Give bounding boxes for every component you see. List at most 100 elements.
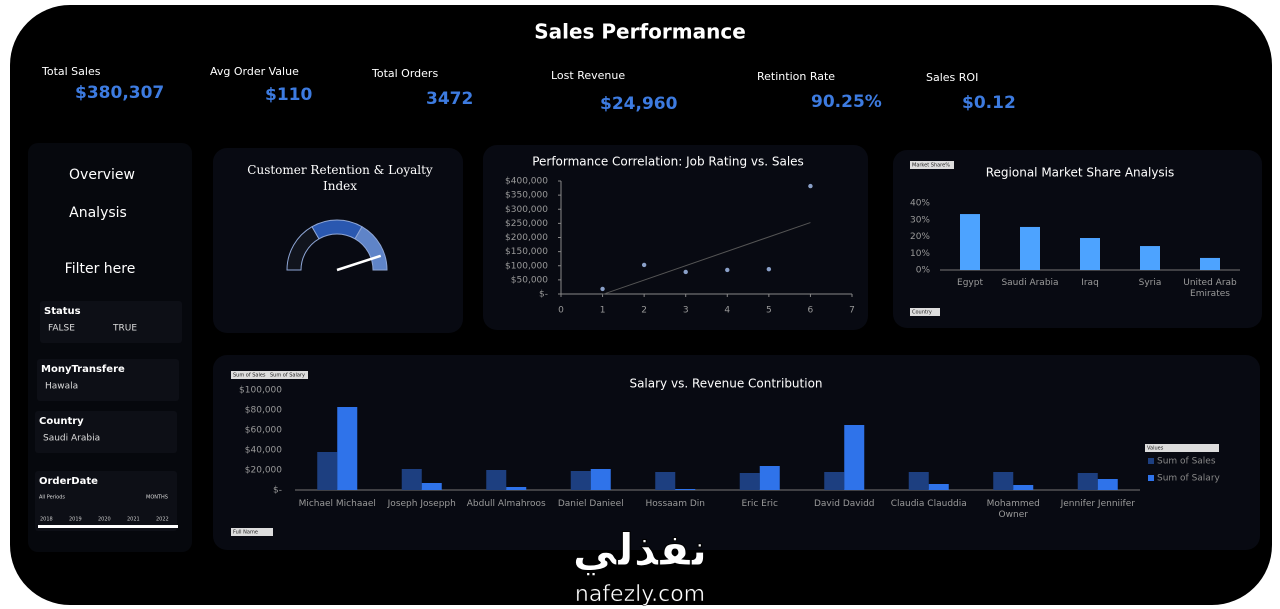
chart-title: Customer Retention & Loyalty Index [247,163,433,193]
slicer-item[interactable]: All Periods [39,495,65,501]
y-tick-label: $100,000 [239,386,282,396]
legend-swatch [1148,475,1154,481]
field-button[interactable] [268,371,308,379]
scatter-point [683,269,688,275]
x-tick-label: Syria [1138,278,1162,288]
bar [1020,226,1040,270]
x-tick-label: United Arab Emirates [1183,278,1237,299]
bar [1097,479,1118,490]
x-tick-label: Joseph Josepph [387,499,456,509]
x-tick-label: Eric Eric [741,499,779,509]
timeline-bar [38,525,178,528]
y-tick-label: $200,000 [505,233,548,243]
y-tick-label: 10% [910,249,930,259]
y-tick-label: 0% [916,266,931,276]
slicer-box [35,471,177,531]
x-tick-label: Hossaam Din [645,499,705,509]
field-button-label[interactable]: Sum of Salary [270,373,305,379]
bar [675,489,696,490]
y-tick-label: $250,000 [505,219,548,229]
kpi-label: Total Orders [371,67,438,80]
field-button[interactable] [231,528,273,536]
kpi-value: $110 [265,85,312,105]
slicer-item[interactable]: FALSE [48,324,75,334]
legend-label: Sum of Sales [1157,457,1216,467]
y-tick-label: $150,000 [505,247,548,257]
y-tick-label: 40% [910,199,930,209]
x-tick-label: 6 [808,306,814,316]
bar [824,472,845,490]
y-tick-label: $- [539,290,548,300]
field-button[interactable] [231,371,273,379]
bar [1140,246,1160,270]
bar [908,472,929,490]
trendline [602,222,811,295]
chart-title: Regional Market Share Analysis [986,166,1175,180]
slicer-item[interactable]: MONTHS [146,495,168,501]
kpi-value: $380,307 [75,83,164,103]
y-tick-label: $80,000 [245,406,282,416]
bar [1200,257,1220,270]
slicer-item[interactable]: TRUE [112,324,137,334]
field-button[interactable] [910,308,940,316]
legend-title: Values [1147,446,1164,452]
bar [928,484,949,490]
nav-item[interactable]: Overview [69,167,135,183]
nav-item[interactable]: Filter here [65,261,136,277]
y-tick-label: 20% [910,232,930,242]
slicer-title: OrderDate [39,476,98,487]
x-tick-label: Abdull Almahroos [466,499,546,509]
bar [401,469,422,490]
field-button-label[interactable]: Market Share% [912,163,950,169]
y-tick-label: $40,000 [245,446,282,456]
scatter-point [641,262,647,268]
legend-title-box [1145,444,1219,452]
bar [486,470,507,490]
page-title: Sales Performance [534,20,746,44]
watermark-arabic: نفذلي [573,525,708,576]
slicer-item[interactable]: Saudi Arabia [43,434,100,444]
slicer-title: Country [39,416,84,427]
timeline-year: 2019 [69,517,82,523]
scatter-point [766,266,772,272]
field-button-label[interactable]: Full Name [233,530,258,536]
y-tick-label: $100,000 [505,261,548,271]
bar [317,452,338,490]
chart-title: Salary vs. Revenue Contribution [629,377,822,391]
bar [506,487,527,490]
field-button-label[interactable]: Country [912,310,932,316]
field-button-label[interactable]: Sum of Sales [233,373,266,379]
x-tick-label: Michael Michaael [298,499,376,509]
legend-swatch [1148,458,1154,464]
y-tick-label: 30% [910,215,930,225]
bar [759,466,780,490]
bar [590,469,611,490]
panel [213,355,1260,550]
x-tick-label: Daniel Danieel [557,499,624,509]
field-button[interactable] [910,161,954,169]
x-tick-label: 5 [766,306,772,316]
chart-title: Performance Correlation: Job Rating vs. … [532,155,804,169]
timeline-year: 2020 [98,517,111,523]
panel [483,145,868,330]
legend-label: Sum of Salary [1157,474,1221,484]
bar [960,214,980,270]
kpi-label: Retintion Rate [757,70,835,83]
slicer-box [35,411,177,453]
x-tick-label: Mohammed Owner [986,499,1040,520]
timeline-year: 2018 [40,517,53,523]
x-tick-label: Saudi Arabia [1001,278,1059,288]
slicer-item[interactable]: Hawala [45,382,78,392]
x-tick-label: 0 [558,306,564,316]
nav-item[interactable]: Analysis [69,205,127,221]
y-tick-label: $- [273,486,282,496]
x-tick-label: Iraq [1081,278,1099,288]
y-tick-label: $50,000 [511,275,548,285]
kpi-label: Avg Order Value [210,65,299,78]
x-tick-label: 7 [849,306,855,316]
bar [337,407,358,490]
bar [1013,485,1034,490]
bar [993,472,1014,490]
